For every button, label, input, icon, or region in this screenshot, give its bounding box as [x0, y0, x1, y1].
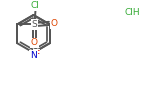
Text: F: F: [34, 50, 39, 59]
Text: O: O: [50, 19, 57, 28]
Text: ClH: ClH: [125, 8, 140, 17]
Text: N: N: [30, 51, 37, 60]
Text: S: S: [32, 20, 37, 29]
Text: O: O: [31, 38, 38, 47]
Text: Cl: Cl: [30, 1, 39, 10]
